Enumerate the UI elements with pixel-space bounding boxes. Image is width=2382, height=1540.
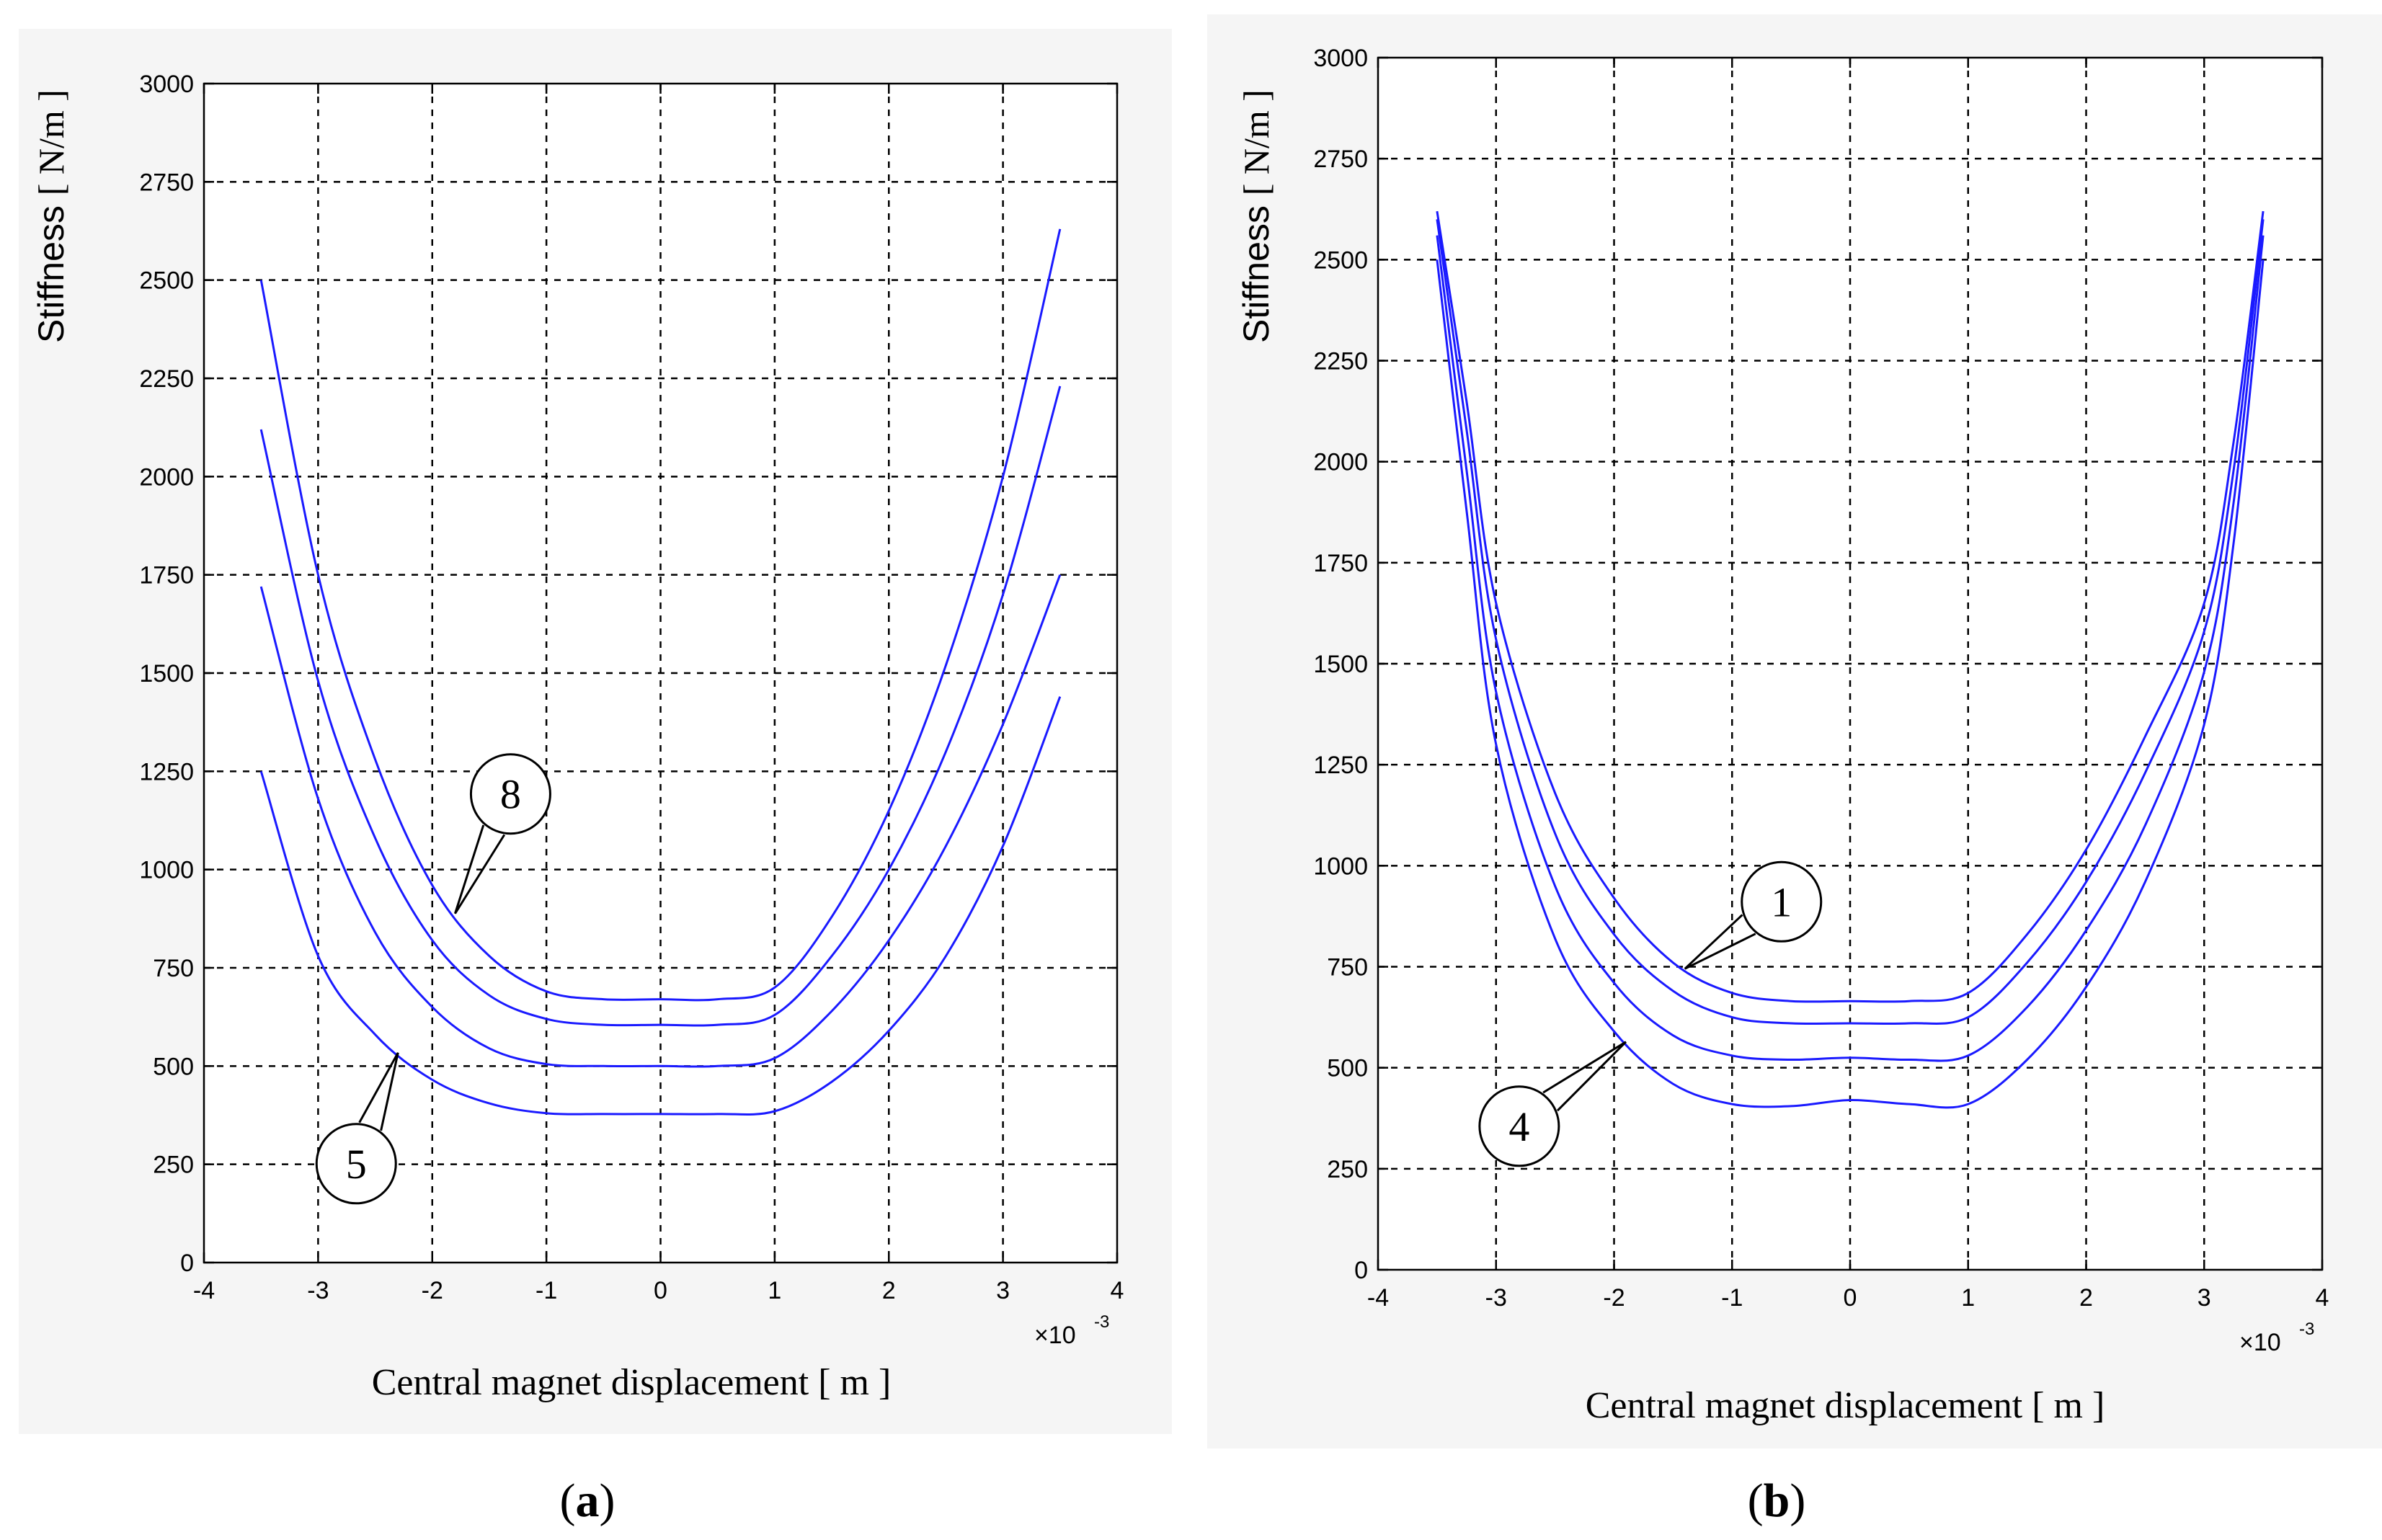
series-line-3 [1436, 235, 2265, 1062]
y-axis-title: Stiffness [ N/m ] [1236, 89, 1276, 343]
y-tick-label: 500 [153, 1053, 194, 1080]
y-tick-label: 1500 [1313, 651, 1368, 678]
y-tick-label: 2750 [139, 169, 194, 196]
y-tick-label: 1250 [1313, 752, 1368, 779]
x-multiplier-label: ×10 [1034, 1322, 1076, 1349]
y-tick-label: 2000 [139, 463, 194, 491]
x-tick-label: -3 [307, 1277, 329, 1304]
y-tick-label: 1000 [1313, 853, 1368, 880]
y-axis-title: Stiffness [ N/m ] [31, 89, 71, 343]
chart-b: -4 -3 -2 -1 0 1 2 3 4 0 250 500 750 1000 1250 1500 1750 2… [1236, 45, 2329, 1426]
y-tick-label: 0 [1354, 1257, 1368, 1284]
y-tick-label: 1250 [139, 758, 194, 785]
y-tick-label: 3000 [139, 71, 194, 98]
y-tick-label: 3000 [1313, 45, 1368, 72]
x-tick-label: 4 [1111, 1277, 1124, 1304]
x-exponent-label: -3 [1094, 1312, 1109, 1332]
x-axis-title: Central magnet displacement [ m ] [372, 1362, 892, 1403]
series-line-2 [1436, 219, 2265, 1025]
series-line-6 [259, 574, 1062, 1068]
series-line-1 [1436, 210, 2265, 1003]
callout-pointer [1684, 914, 1756, 970]
panel-a: -4 -3 -2 -1 0 1 2 3 4 0 250 500 750 1000 1250 1500 1750 2… [19, 29, 1172, 1434]
panel-b: -4 -3 -2 -1 0 1 2 3 4 0 250 500 750 1000 1250 1500 1750 2… [1207, 14, 2382, 1448]
y-tick-label: 2500 [139, 267, 194, 295]
x-axis-title: Central magnet displacement [ m ] [1586, 1385, 2105, 1426]
y-tick-label: 0 [180, 1250, 194, 1277]
callout-pointer [358, 1052, 399, 1131]
x-multiplier-label: ×10 [2239, 1329, 2281, 1356]
chart-a: -4 -3 -2 -1 0 1 2 3 4 0 250 500 750 1000 1250 1500 1750 2… [31, 71, 1124, 1403]
caption-a: (a) [559, 1474, 616, 1527]
x-exponent-label: -3 [2299, 1319, 2314, 1339]
x-tick-label: -1 [1721, 1284, 1743, 1312]
callout-pointer [1542, 1041, 1627, 1112]
x-tick-label: -1 [535, 1277, 557, 1304]
y-tick-label: 2500 [1313, 246, 1368, 274]
series-line-4 [1436, 259, 2265, 1109]
y-tick-label: 250 [153, 1152, 194, 1179]
series-line-5 [259, 696, 1062, 1116]
caption-b: (b) [1747, 1474, 1806, 1527]
x-tick-label: 1 [1961, 1284, 1975, 1312]
y-tick-label: 2750 [1313, 146, 1368, 173]
callout-circle [469, 753, 551, 835]
y-tick-label: 1000 [139, 857, 194, 884]
x-tick-label: -4 [1367, 1284, 1389, 1312]
y-tick-label: 750 [1327, 954, 1368, 982]
y-tick-label: 2000 [1313, 449, 1368, 476]
x-tick-label: 4 [2316, 1284, 2329, 1312]
series-line-8 [259, 228, 1062, 1002]
y-tick-label: 2250 [139, 365, 194, 393]
callout-circle [1478, 1085, 1560, 1167]
x-tick-label: -3 [1485, 1284, 1507, 1312]
callout-circle [315, 1123, 397, 1205]
y-tick-label: 1500 [139, 660, 194, 687]
x-tick-label: 2 [2079, 1284, 2093, 1312]
x-tick-label: 1 [768, 1277, 781, 1304]
x-tick-label: 2 [882, 1277, 896, 1304]
x-tick-label: 3 [996, 1277, 1010, 1304]
x-tick-label: -2 [1603, 1284, 1625, 1312]
callout-label: 5 [346, 1141, 367, 1188]
y-tick-label: 250 [1327, 1156, 1368, 1183]
callout-label: 1 [1771, 878, 1792, 925]
y-tick-label: 500 [1327, 1055, 1368, 1082]
series-line-7 [259, 386, 1062, 1027]
x-tick-label: 0 [654, 1277, 667, 1304]
callout-circle [1741, 860, 1823, 943]
y-tick-label: 1750 [139, 562, 194, 589]
y-tick-label: 1750 [1313, 550, 1368, 577]
x-tick-label: 0 [1844, 1284, 1857, 1312]
x-tick-label: -4 [193, 1277, 215, 1304]
x-tick-label: 3 [2197, 1284, 2211, 1312]
x-tick-label: -2 [422, 1277, 443, 1304]
callout-label: 4 [1508, 1103, 1529, 1150]
y-tick-label: 750 [153, 955, 194, 982]
callout-pointer [453, 824, 506, 914]
y-tick-label: 2250 [1313, 348, 1368, 375]
callout-label: 8 [500, 771, 521, 818]
